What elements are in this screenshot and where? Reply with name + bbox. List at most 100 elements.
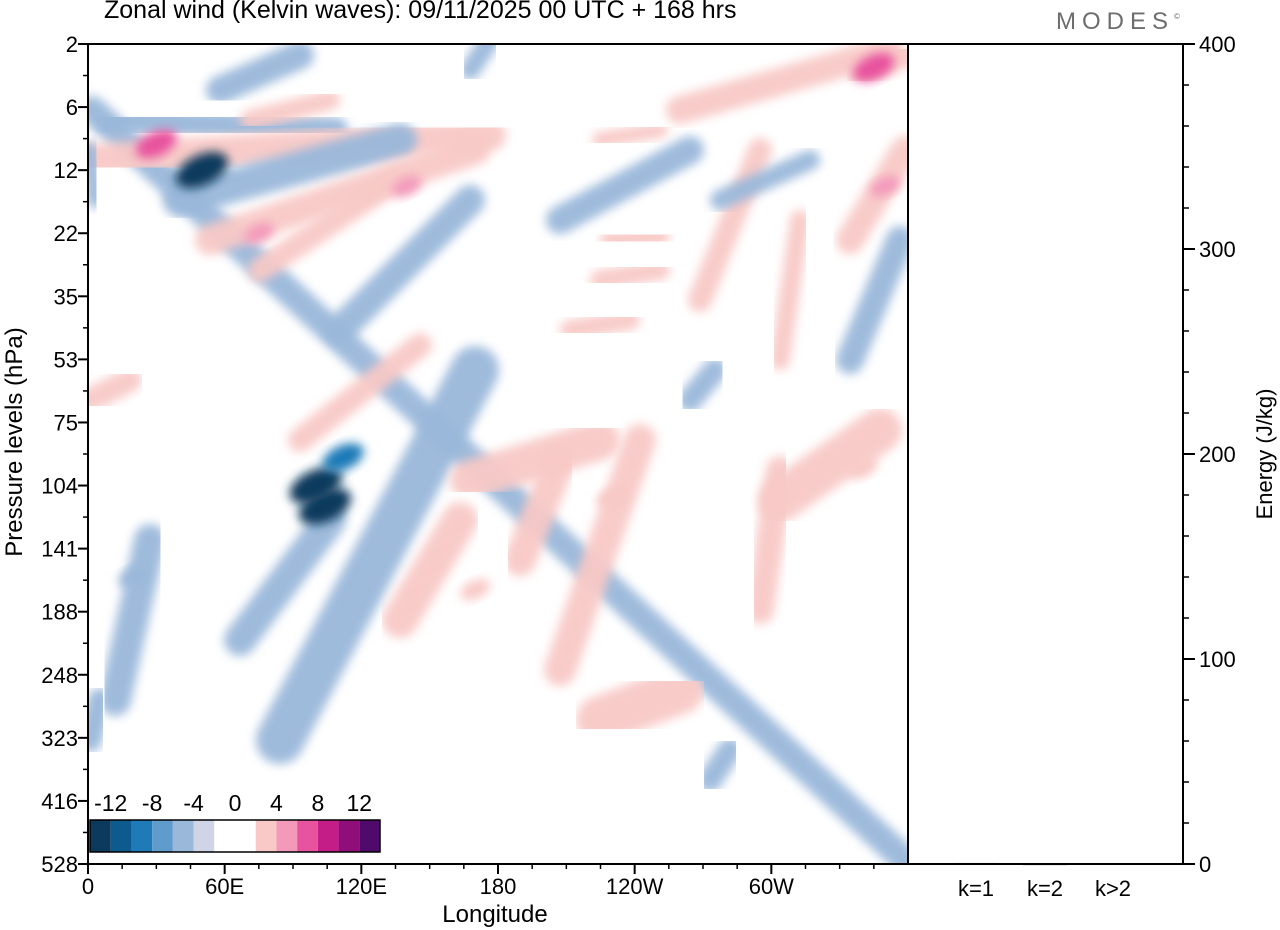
colorbar-frame xyxy=(89,819,381,853)
y-tick-label: 6 xyxy=(66,95,78,120)
energy-tick-label: 200 xyxy=(1199,442,1236,467)
colorbar-swatch xyxy=(297,820,318,852)
contour-band xyxy=(288,333,432,452)
colorbar-label: 0 xyxy=(229,790,242,816)
y-tick-label: 141 xyxy=(41,537,78,562)
contour-band xyxy=(88,688,112,752)
contour-band xyxy=(836,226,908,374)
contour-band xyxy=(248,168,407,282)
contour-field xyxy=(88,44,908,864)
energy-category-label: k=2 xyxy=(1027,876,1063,901)
colorbar-swatch xyxy=(214,820,235,852)
energy-category-label: k=1 xyxy=(958,876,994,901)
energy-panel: 0 100 200 300 400 k=1 k=2 k>2 Energy (J/kg) xyxy=(907,32,1277,901)
y-tick-label: 323 xyxy=(41,726,78,751)
contour-band xyxy=(325,185,485,345)
x-tick-label: 120E xyxy=(336,874,387,899)
contour-band xyxy=(746,456,794,624)
colorbar-label: -4 xyxy=(183,790,204,816)
y-tick-label: 416 xyxy=(41,789,78,814)
contour-band xyxy=(666,44,904,124)
x-tick-label: 60W xyxy=(749,874,794,899)
y-axis-label: Pressure levels (hPa) xyxy=(1,327,28,556)
contour-band xyxy=(99,107,348,143)
colorbar-swatch xyxy=(317,820,339,852)
contour-band xyxy=(195,135,490,255)
colorbar-swatch xyxy=(193,820,215,852)
energy-plot-frame xyxy=(907,43,1184,865)
wind-core xyxy=(322,443,364,473)
colorbar-swatch xyxy=(131,820,153,852)
contour-band xyxy=(688,138,772,312)
colorbar-swatch xyxy=(359,820,380,852)
y-tick-label: 53 xyxy=(54,347,78,372)
contour-band xyxy=(698,738,742,792)
contour-band xyxy=(504,444,576,576)
chart-title: Zonal wind (Kelvin waves): 09/11/2025 00… xyxy=(104,0,737,24)
wind-core xyxy=(460,579,491,601)
wind-core xyxy=(175,151,229,189)
y-tick-label: 75 xyxy=(54,410,78,435)
x-tick-label: 0 xyxy=(82,874,94,899)
copyright-icon: © xyxy=(1174,12,1180,21)
contour-band xyxy=(678,358,727,412)
contour-band xyxy=(88,142,103,208)
colorbar-swatch xyxy=(152,820,173,852)
y-tick-label: 2 xyxy=(66,32,78,57)
contour-band xyxy=(450,420,620,500)
wind-core xyxy=(243,222,274,244)
energy-tick-label: 300 xyxy=(1199,237,1236,262)
energy-bar xyxy=(1023,863,1067,866)
colorbar-label: 12 xyxy=(346,790,372,816)
colorbar-swatch xyxy=(110,820,132,852)
x-tick-label: 120W xyxy=(606,874,664,899)
colorbar-swatch xyxy=(172,820,194,852)
x-tick-label: 180 xyxy=(480,874,517,899)
colorbar-swatch xyxy=(255,820,277,852)
wind-core xyxy=(853,52,895,82)
colorbar-label: -12 xyxy=(94,790,127,816)
x-tick-label: 60E xyxy=(205,874,244,899)
colorbar-swatch xyxy=(276,820,298,852)
y-tick-label: 188 xyxy=(41,600,78,625)
contour-band xyxy=(546,136,704,234)
contour-band xyxy=(382,502,478,638)
colorbar-swatch xyxy=(235,820,256,852)
logo-text: MODES xyxy=(1056,8,1175,35)
wind-core xyxy=(847,457,878,479)
contour-band xyxy=(576,666,704,744)
y-tick-label: 528 xyxy=(41,852,78,877)
x-axis-label: Longitude xyxy=(442,901,547,928)
wind-core xyxy=(289,467,342,504)
contour-band xyxy=(592,122,668,148)
colorbar: -12 -8 -4 0 4 8 12 xyxy=(89,790,381,853)
contour-band xyxy=(256,346,499,764)
energy-bar xyxy=(954,862,998,865)
contour-band xyxy=(99,524,166,716)
colorbar-label: 8 xyxy=(311,790,324,816)
contour-band xyxy=(163,123,417,217)
wind-core xyxy=(135,129,177,159)
contour-band xyxy=(88,368,142,412)
y-tick-label: 35 xyxy=(54,284,78,309)
energy-tick-label: 0 xyxy=(1199,852,1211,877)
energy-axis-label: Energy (J/kg) xyxy=(1252,389,1277,520)
colorbar-label: -8 xyxy=(142,790,162,816)
modes-logo: MODES© xyxy=(1056,8,1180,36)
wind-core xyxy=(596,486,627,508)
y-tick-label: 248 xyxy=(41,663,78,688)
contour-band xyxy=(206,44,314,104)
colorbar-swatch xyxy=(338,820,360,852)
energy-tick-label: 100 xyxy=(1199,647,1236,672)
wind-core xyxy=(870,175,901,197)
contour-band xyxy=(544,424,656,686)
y-tick-label: 22 xyxy=(54,221,78,246)
contour-band xyxy=(240,90,340,130)
contour-band xyxy=(770,210,810,370)
energy-category-label: k>2 xyxy=(1095,876,1131,901)
energy-tick-label: 400 xyxy=(1199,32,1236,57)
y-tick-label: 104 xyxy=(41,474,78,499)
contour-band xyxy=(600,226,670,250)
